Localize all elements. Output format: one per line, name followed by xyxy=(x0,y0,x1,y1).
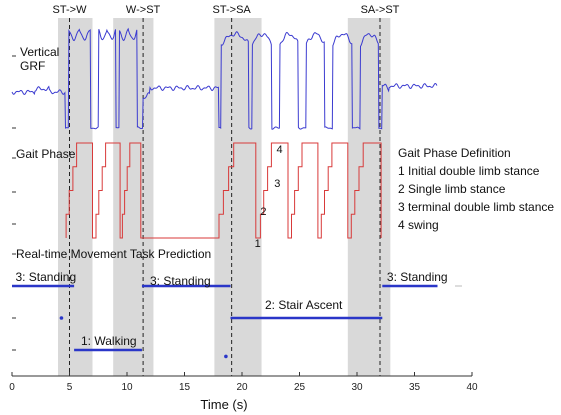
phase-definition-legend: Gait Phase Definition 1 Initial double l… xyxy=(398,146,554,232)
gait-phase-series-line xyxy=(65,142,382,239)
grf-label-line1: Vertical GRF xyxy=(20,45,59,73)
grf-label-word: GRF xyxy=(20,59,45,73)
x-tick-label: 25 xyxy=(294,382,306,393)
transition-label: ST->W xyxy=(53,4,88,16)
prediction-dot xyxy=(59,316,64,320)
prediction-segment-label: 3: Standing xyxy=(150,274,211,288)
x-axis-label: Time (s) xyxy=(200,397,247,412)
x-tick-label: 20 xyxy=(236,382,248,393)
x-tick-label: 15 xyxy=(179,382,191,393)
prediction-dot xyxy=(224,354,228,359)
x-tick-label: 0 xyxy=(9,382,15,393)
gait-phase-panel: 4 3 2 1 xyxy=(65,142,382,250)
gait-phase-level-label: 4 xyxy=(277,144,283,156)
shaded-interval xyxy=(347,18,391,376)
shaded-interval xyxy=(214,18,262,376)
prediction-segment-label: 3: Standing xyxy=(15,270,76,284)
x-tick-label: 40 xyxy=(466,382,478,393)
prediction-segment-label: 2: Stair Ascent xyxy=(265,298,343,312)
prediction-segment-label: 3: Standing xyxy=(387,270,448,284)
time-axis: 0 5 10 15 20 25 30 35 40 xyxy=(9,55,478,393)
prediction-panel: 3: Standing 1: Walking 3: Standing 2: Stair… xyxy=(12,270,462,359)
gait-phase-level-label: 1 xyxy=(255,238,261,250)
x-tick-label: 5 xyxy=(67,382,73,393)
transition-labels: ST->W W->ST ST->SA SA->ST xyxy=(53,4,400,16)
gait-phase-label: Gait Phase xyxy=(16,147,76,161)
legend-item: 3 terminal double limb stance xyxy=(398,200,554,214)
shaded-interval xyxy=(58,18,93,376)
grf-series-line xyxy=(11,27,438,130)
x-tick-label: 30 xyxy=(351,382,363,393)
shaded-intervals xyxy=(58,18,391,376)
legend-item: 4 swing xyxy=(398,218,439,232)
gait-phase-level-label: 3 xyxy=(274,178,280,190)
gait-phase-level-label: 2 xyxy=(260,206,266,218)
prediction-segment-label: 1: Walking xyxy=(81,334,137,348)
x-tick-label: 10 xyxy=(121,382,133,393)
legend-item: 1 Initial double limb stance xyxy=(398,164,540,178)
legend-item: 2 Single limb stance xyxy=(398,182,506,196)
prediction-label: Real-time Movement Task Prediction xyxy=(16,247,211,261)
transition-label: SA->ST xyxy=(361,4,400,16)
transition-label: W->ST xyxy=(126,4,161,16)
legend-title: Gait Phase Definition xyxy=(398,146,511,160)
transition-label: ST->SA xyxy=(213,4,252,16)
x-tick-label: 35 xyxy=(409,382,421,393)
grf-panel xyxy=(11,27,438,130)
grf-label-word: Vertical xyxy=(20,45,59,59)
